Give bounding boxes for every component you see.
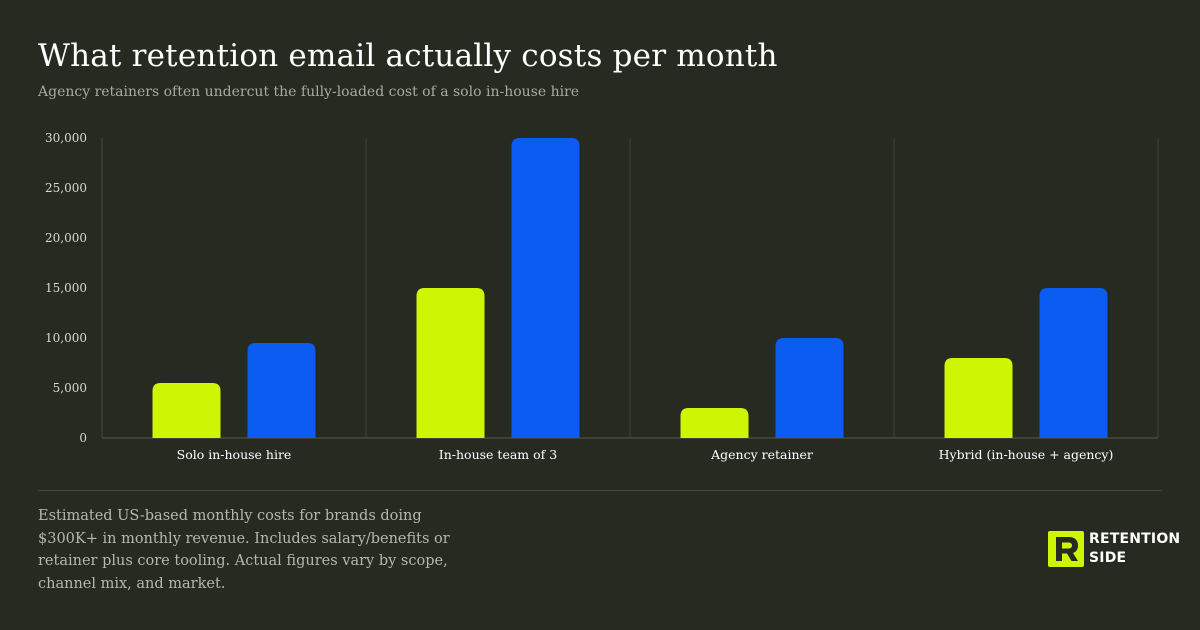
bar-series2 bbox=[1039, 288, 1108, 438]
y-tick-label: 30,000 bbox=[45, 131, 87, 145]
bar-series1 bbox=[416, 288, 485, 438]
retention-side-logo-icon bbox=[1048, 531, 1084, 567]
footnote: Estimated US-based monthly costs for bra… bbox=[38, 508, 450, 592]
brand-logo: RETENTION SIDE bbox=[1048, 530, 1180, 568]
footer-divider bbox=[38, 490, 1162, 491]
y-tick-label: 5,000 bbox=[53, 381, 87, 395]
chart-subtitle: Agency retainers often undercut the full… bbox=[38, 84, 580, 100]
bar-chart: 0 5,000 10,000 15,000 20,000 25,000 30,000 Solo… bbox=[45, 131, 1159, 462]
x-category-label: Agency retainer bbox=[710, 447, 813, 462]
bar-series1 bbox=[944, 358, 1013, 438]
bar-series1 bbox=[152, 383, 221, 438]
x-category-label: Solo in-house hire bbox=[177, 447, 292, 462]
y-tick-label: 0 bbox=[79, 431, 87, 445]
x-category-label: In-house team of 3 bbox=[439, 447, 557, 462]
bar-series1 bbox=[680, 408, 749, 438]
y-tick-label: 20,000 bbox=[45, 231, 87, 245]
y-tick-label: 10,000 bbox=[45, 331, 87, 345]
logo-text-line1: RETENTION bbox=[1089, 531, 1181, 547]
bar-series2 bbox=[775, 338, 844, 438]
chart-title: What retention email actually costs per … bbox=[38, 38, 778, 74]
bar-series2 bbox=[247, 343, 316, 438]
bar-series2 bbox=[511, 138, 580, 438]
y-tick-label: 15,000 bbox=[45, 281, 87, 295]
y-tick-label: 25,000 bbox=[45, 181, 87, 195]
logo-text-line2: SIDE bbox=[1089, 550, 1127, 566]
x-category-label: Hybrid (in-house + agency) bbox=[939, 447, 1114, 462]
